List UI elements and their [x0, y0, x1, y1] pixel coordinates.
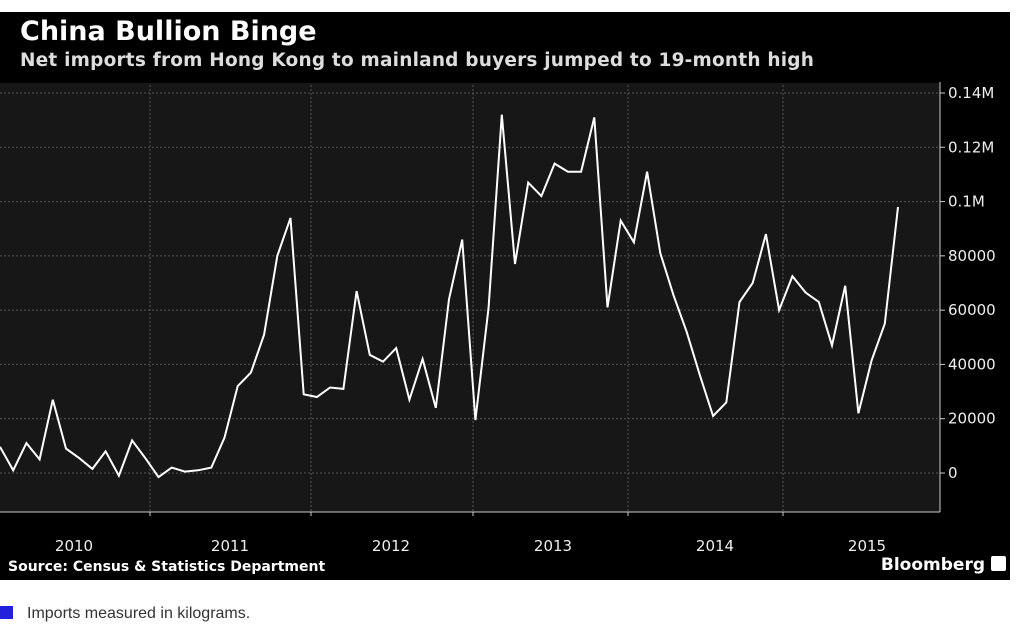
x-tick-label: 2014 — [696, 537, 734, 555]
x-tick-label: 2015 — [848, 537, 886, 555]
chart-frame: China Bullion Binge Net imports from Hon… — [0, 12, 1010, 580]
x-tick-label: 2011 — [211, 537, 249, 555]
x-tick-label: 2012 — [372, 537, 410, 555]
y-tick-label: 0.1M — [948, 193, 985, 211]
chart-subtitle: Net imports from Hong Kong to mainland b… — [20, 50, 815, 71]
x-tick-label: 2010 — [55, 537, 93, 555]
y-tick-label: 80000 — [948, 247, 996, 265]
y-tick-label: 0.12M — [948, 138, 994, 156]
footnote-text: Imports measured in kilograms. — [27, 605, 251, 622]
source-label: Source: Census & Statistics Department — [8, 559, 326, 575]
line-chart: 0 20000 40000 60000 80000 0.1M 0.12M 0.14M 2010 2… — [0, 82, 996, 555]
logo-icon — [991, 556, 1006, 571]
y-tick-label: 0 — [948, 464, 958, 482]
y-tick-label: 20000 — [948, 410, 996, 428]
y-tick-label: 0.14M — [948, 84, 994, 102]
y-tick-label: 60000 — [948, 301, 996, 319]
brand-text: Bloomberg — [880, 555, 985, 575]
legend-swatch-icon — [0, 606, 13, 619]
y-tick-label: 40000 — [948, 355, 996, 373]
x-tick-label: 2013 — [534, 537, 572, 555]
bloomberg-logo: Bloomberg — [881, 555, 1006, 575]
chart-title: China Bullion Binge — [20, 16, 317, 47]
footnote: Imports measured in kilograms. — [0, 605, 250, 623]
